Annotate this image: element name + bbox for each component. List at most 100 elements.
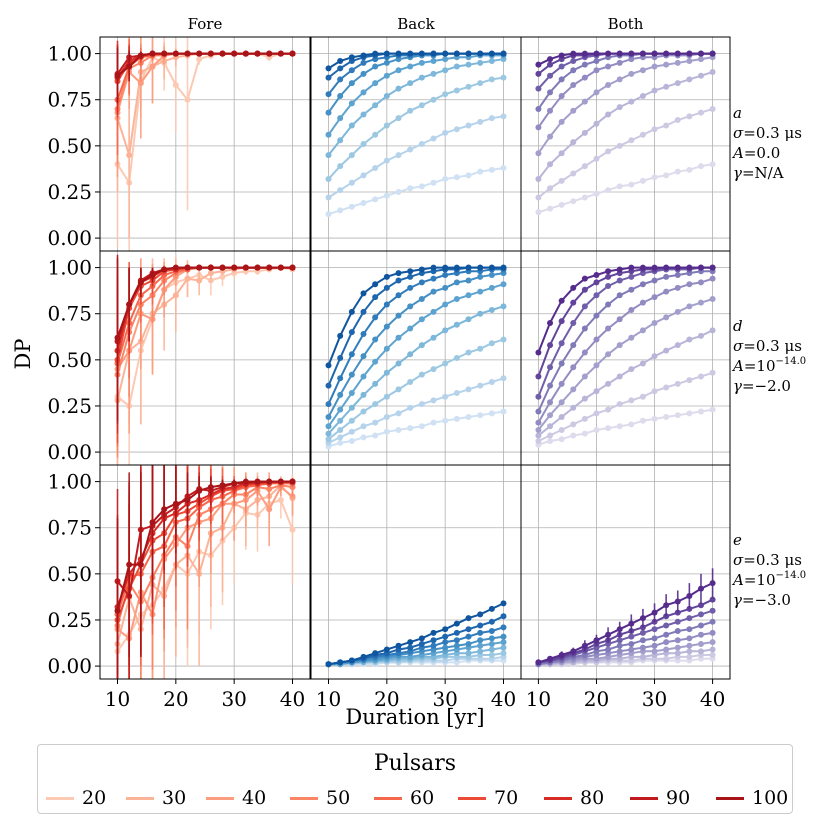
series-fore-60: [114, 264, 296, 447]
data-point: [535, 85, 542, 92]
data-point: [674, 380, 681, 387]
data-point: [558, 118, 565, 125]
data-point: [581, 395, 588, 402]
y-tick-label: 0.00: [47, 226, 92, 250]
row-label-gamma: γ=−2.0: [733, 377, 791, 395]
data-point: [558, 318, 565, 325]
y-tick-label: 0.00: [47, 440, 92, 464]
data-point: [149, 50, 156, 57]
data-point: [360, 423, 367, 430]
data-point: [500, 264, 507, 271]
data-point: [137, 80, 144, 87]
data-point: [184, 50, 191, 57]
data-point: [325, 65, 332, 72]
data-point: [488, 378, 495, 385]
series-line: [116, 52, 293, 156]
data-point: [383, 72, 390, 79]
series-line: [538, 609, 713, 664]
data-point: [605, 50, 612, 57]
data-point: [126, 152, 133, 159]
data-point: [697, 585, 704, 592]
series-line: [537, 52, 713, 128]
data-point: [570, 81, 577, 88]
data-point: [477, 629, 484, 636]
data-point: [488, 646, 495, 653]
data-point: [581, 129, 588, 136]
data-point: [360, 89, 367, 96]
data-point: [114, 334, 121, 341]
data-point: [465, 386, 472, 393]
data-point: [465, 277, 472, 284]
plot-area: [535, 50, 716, 216]
data-point: [581, 194, 588, 201]
data-point: [651, 319, 658, 326]
x-tick-label: 30: [221, 687, 246, 711]
data-point: [360, 59, 367, 66]
row-label-gamma: γ=N/A: [733, 164, 784, 182]
data-point: [418, 423, 425, 430]
panel-back-row-2: [310, 250, 522, 466]
data-point: [407, 80, 414, 87]
data-point: [453, 50, 460, 57]
data-point: [593, 388, 600, 395]
legend-label: 90: [666, 787, 691, 809]
row-label-sigma: σ=0.3 μs: [733, 551, 802, 569]
data-point: [593, 312, 600, 319]
data-point: [207, 484, 214, 491]
data-point: [383, 59, 390, 66]
data-point: [465, 640, 472, 647]
data-point: [616, 76, 623, 83]
data-point: [628, 421, 635, 428]
data-point: [686, 642, 693, 649]
data-point: [488, 635, 495, 642]
data-point: [605, 325, 612, 332]
data-point: [277, 497, 284, 504]
x-axis-label: Duration [yr]: [345, 705, 484, 729]
data-point: [196, 264, 203, 271]
data-point: [697, 264, 704, 271]
data-point: [477, 118, 484, 125]
data-point: [547, 364, 554, 371]
panel-fore-row-2: [99, 250, 311, 466]
data-point: [360, 200, 367, 207]
data-point: [605, 111, 612, 118]
data-point: [395, 312, 402, 319]
data-point: [126, 561, 133, 568]
data-point: [535, 373, 542, 380]
data-point: [442, 67, 449, 74]
data-point: [465, 122, 472, 129]
data-point: [337, 439, 344, 446]
series-line: [538, 641, 713, 666]
data-point: [372, 196, 379, 203]
series-fore-100: [114, 254, 296, 421]
data-point: [383, 323, 390, 330]
data-point: [535, 408, 542, 415]
data-point: [372, 131, 379, 138]
data-point: [663, 384, 670, 391]
data-point: [453, 321, 460, 328]
data-point: [547, 382, 554, 389]
data-point: [172, 500, 179, 507]
data-point: [477, 611, 484, 618]
data-point: [697, 332, 704, 339]
data-point: [383, 284, 390, 291]
series-line: [116, 480, 293, 611]
data-point: [674, 637, 681, 644]
data-point: [453, 126, 460, 133]
data-point: [686, 648, 693, 655]
data-point: [430, 275, 437, 282]
x-tick-label: 20: [163, 687, 188, 711]
data-point: [418, 279, 425, 286]
data-point: [488, 628, 495, 635]
data-point: [570, 364, 577, 371]
data-point: [325, 152, 332, 159]
data-point: [348, 54, 355, 61]
data-point: [407, 273, 414, 280]
data-point: [593, 362, 600, 369]
panel-frame: [99, 250, 311, 466]
data-point: [581, 349, 588, 356]
data-point: [593, 410, 600, 417]
series-line: [116, 485, 294, 641]
data-point: [674, 59, 681, 66]
panel-frame: [520, 464, 731, 680]
